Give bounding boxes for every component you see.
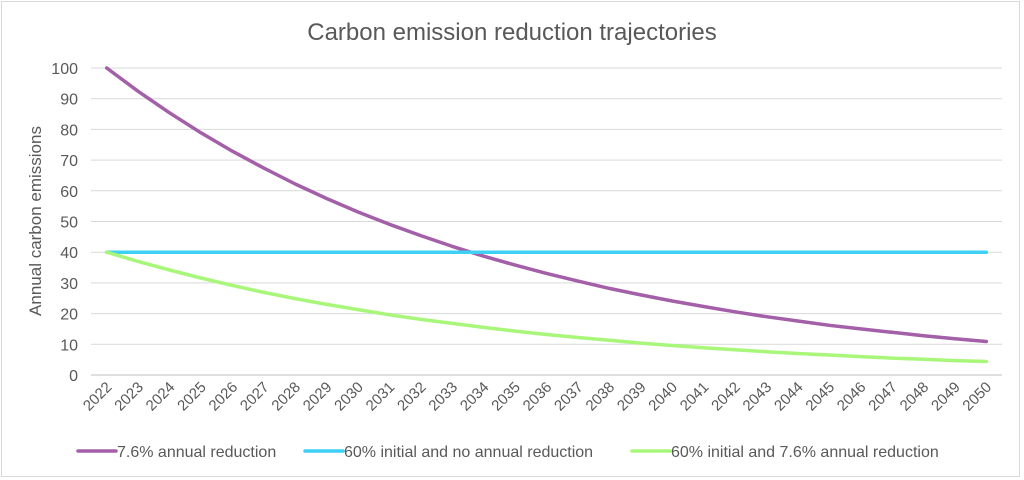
x-tick-label: 2025 [174,379,210,415]
x-tick-label: 2032 [394,379,430,415]
x-tick-label: 2030 [331,379,367,415]
x-tick-label: 2049 [928,379,964,415]
x-tick-label: 2046 [834,379,870,415]
x-tick-label: 2048 [897,379,933,415]
y-tick-label: 30 [60,276,78,293]
x-tick-label: 2029 [300,379,336,415]
x-tick-label: 2050 [960,379,996,415]
x-tick-label: 2031 [363,379,399,415]
x-tick-label: 2022 [80,379,116,415]
x-tick-label: 2033 [425,379,461,415]
y-axis-label: Annual carbon emissions [26,126,45,316]
x-tick-label: 2042 [708,379,744,415]
x-tick-label: 2023 [111,379,147,415]
y-tick-label: 100 [51,61,78,78]
x-tick-label: 2026 [206,379,242,415]
x-tick-label: 2047 [865,379,901,415]
x-tick-label: 2044 [771,379,807,415]
y-tick-label: 50 [60,215,78,232]
legend-label: 60% initial and no annual reduction [344,444,593,461]
x-tick-label: 2037 [551,379,587,415]
chart-title: Carbon emission reduction trajectories [307,19,717,46]
y-tick-label: 20 [60,307,78,324]
x-tick-label: 2045 [802,379,838,415]
x-tick-label: 2035 [488,379,524,415]
x-tick-label: 2027 [237,379,273,415]
x-tick-label: 2041 [677,379,713,415]
series-line-3 [104,250,989,364]
x-tick-label: 2024 [143,379,179,415]
x-tick-label: 2039 [614,379,650,415]
series-line-1 [104,66,989,344]
legend-label: 7.6% annual reduction [117,444,276,461]
x-tick-label: 2036 [520,379,556,415]
y-tick-label: 40 [60,245,78,262]
y-tick-label: 90 [60,92,78,109]
x-tick-label: 2038 [583,379,619,415]
y-tick-label: 10 [60,337,78,354]
x-tick-label: 2043 [740,379,776,415]
y-tick-label: 80 [60,122,78,139]
y-tick-label: 0 [69,368,78,385]
y-tick-label: 70 [60,153,78,170]
x-tick-label: 2040 [645,379,681,415]
x-tick-label: 2034 [457,379,493,415]
legend-label: 60% initial and 7.6% annual reduction [671,444,939,461]
y-tick-label: 60 [60,184,78,201]
x-tick-label: 2028 [268,379,304,415]
